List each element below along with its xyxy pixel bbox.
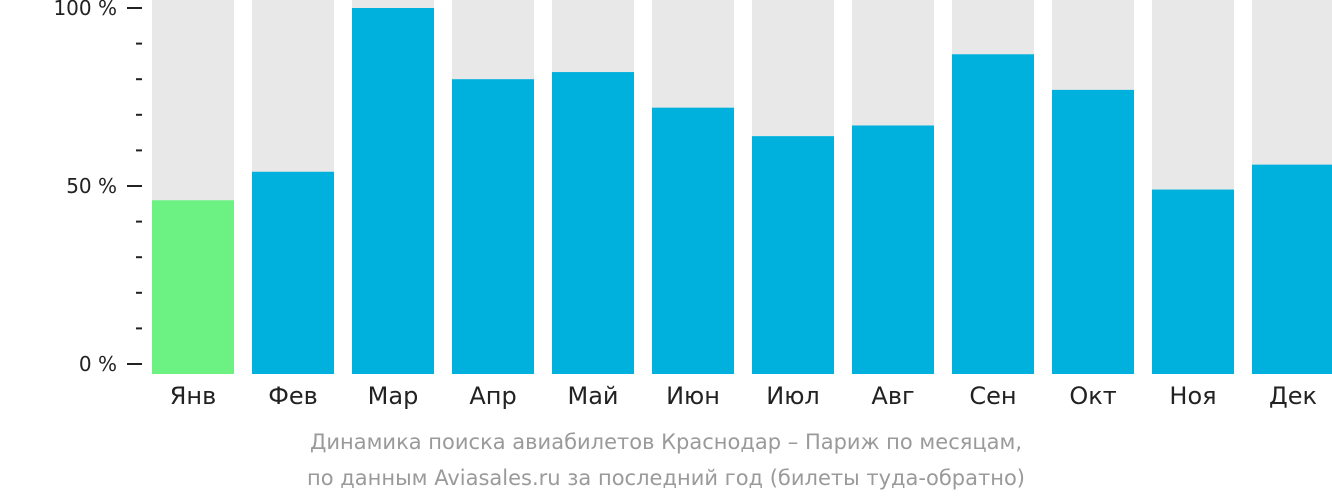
y-tick-label: 100 % (53, 0, 117, 20)
bar (652, 107, 734, 375)
x-tick-label: Сен (969, 382, 1016, 410)
x-tick-label: Июл (766, 382, 820, 410)
x-tick-label: Май (567, 382, 618, 410)
x-tick-label: Фев (268, 382, 318, 410)
x-tick-label: Мар (368, 382, 419, 410)
caption-line-1: Динамика поиска авиабилетов Краснодар – … (309, 430, 1023, 454)
x-tick-label: Янв (170, 382, 217, 410)
x-tick-label: Июн (666, 382, 720, 410)
x-tick-label: Апр (469, 382, 516, 410)
x-axis: Янв Фев Мар Апр Май Июн Июл Авг Сен Окт Ноя Дек (170, 382, 1317, 410)
y-axis: 0 % 50 % 100 % (53, 0, 142, 376)
bar (852, 125, 934, 374)
caption-line-2: по данным Aviasales.ru за последний год … (307, 466, 1025, 490)
chart: 0 % 50 % 100 % Янв Фев Мар Апр Май Июн Июл Авг Сен… (53, 0, 1332, 410)
x-tick-label: Авг (871, 382, 914, 410)
bar (152, 200, 234, 374)
bar (352, 8, 434, 374)
bar (752, 136, 834, 374)
bars (152, 0, 1332, 375)
bar (1052, 89, 1134, 374)
x-tick-label: Ноя (1169, 382, 1216, 410)
x-tick-label: Дек (1269, 382, 1317, 410)
bar (552, 72, 634, 374)
bar (1152, 189, 1234, 374)
bar (1252, 164, 1332, 374)
y-tick-label: 0 % (79, 352, 117, 376)
bar (252, 171, 334, 374)
x-tick-label: Окт (1069, 382, 1116, 410)
y-tick-label: 50 % (66, 174, 117, 198)
bar (452, 79, 534, 374)
bar (952, 54, 1034, 374)
